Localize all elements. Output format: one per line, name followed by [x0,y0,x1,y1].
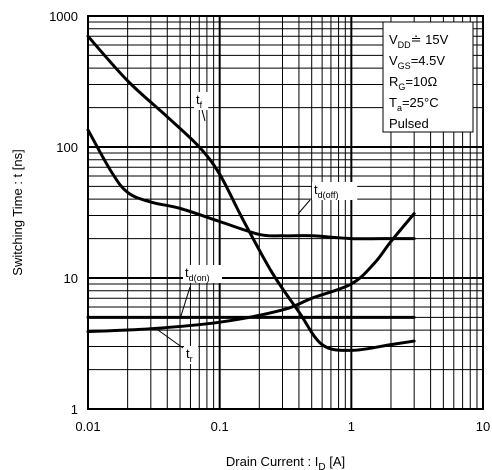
condition-line: VDD≐ 15V [389,32,449,50]
series-td-on-label: td(on) [185,265,210,283]
series-tf-label: tf [196,92,203,110]
series-labels: tf td(off) td(on) tr [183,92,358,364]
conditions-legend: VDD≐ 15V VGS=4.5V RG=10Ω Ta=25°C Pulsed [382,21,474,133]
y-tick-label: 1 [71,402,78,417]
plot-frame [87,15,484,410]
y-tick-label: 1000 [49,9,78,24]
series-tr-leader [157,329,184,349]
series-td-on-leader [179,286,191,320]
y-axis-title: Switching Time : t [ns] [10,149,25,275]
series-tf-leader [201,109,206,122]
condition-line: RG=10Ω [389,74,437,92]
series-td-off-label: td(off) [314,182,338,200]
x-tick-label: 1 [348,419,355,434]
y-tick-label: 100 [56,140,78,155]
y-tick-labels: 1 10 100 1000 [49,9,78,417]
series-tf-line [86,34,416,352]
x-tick-label: 0.01 [75,419,100,434]
series-td-off-label-bg [312,182,358,200]
series-td-off-leader [297,199,311,215]
conditions-box [382,21,474,133]
y-tick-label: 10 [64,271,78,286]
condition-line: VGS=4.5V [389,53,445,71]
series-tr-label: tr [186,346,193,364]
x-tick-labels: 0.01 0.1 1 10 [75,419,490,434]
x-axis-title: Drain Current : ID [A] [226,454,345,470]
series-td-off-line [86,128,416,241]
condition-line: Ta=25°C [389,95,439,113]
condition-line: Pulsed [389,116,429,131]
label-leaders [157,109,311,349]
series-tf-label-bg [194,92,209,110]
x-tick-label: 10 [476,419,490,434]
x-tick-label: 0.1 [211,419,229,434]
series-tr-label-bg [184,346,199,364]
series-layer [86,34,416,352]
decade-grid-lines [88,16,483,409]
series-td-on-label-bg [183,265,222,283]
series-tr-line [86,212,416,334]
